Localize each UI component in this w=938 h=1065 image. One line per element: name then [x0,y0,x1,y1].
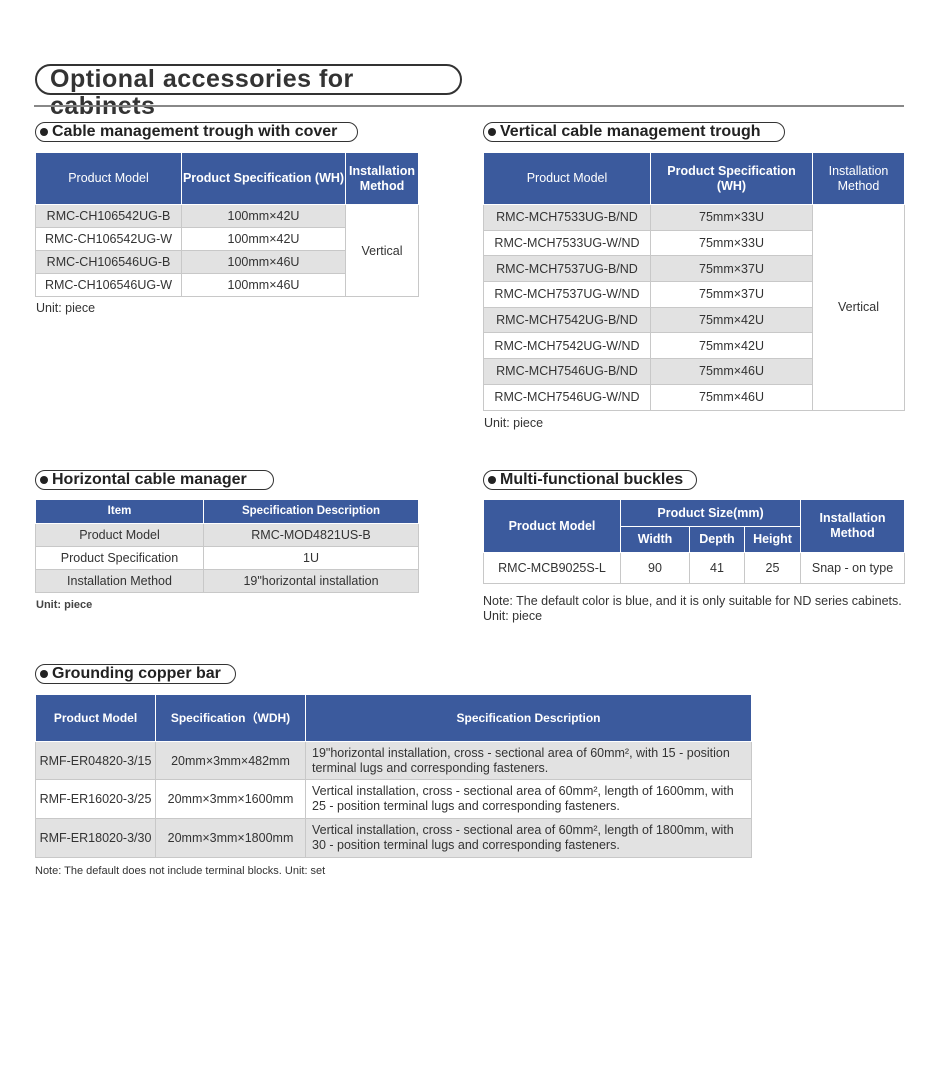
unit-note: Unit: piece [36,599,93,611]
spec-cell: 75mm×42U [650,306,813,334]
spec-cell: 20mm×3mm×1800mm [155,818,306,858]
table-row: RMF-ER04820-3/15 20mm×3mm×482mm 19"horizon… [35,741,752,780]
model-cell: RMC-CH106546UG-W [35,273,182,297]
model-cell: RMC-CH106546UG-B [35,250,182,274]
model-cell: RMF-ER04820-3/15 [35,741,156,780]
table-row: RMC-CH106542UG-B 100mm×42U Vertical [35,204,419,297]
table-row: RMC-MCH7542UG-B/ND 75mm×42U [483,306,905,334]
section-heading-buckles: Multi-functional buckles [483,470,697,490]
table-row: RMC-MCH7546UG-W/ND 75mm×46U [483,383,905,411]
model-cell: RMF-ER16020-3/25 [35,779,156,819]
model-cell: RMC-MCH7542UG-W/ND [483,332,651,360]
model-cell: RMC-CH106542UG-B [35,204,182,228]
section-heading-copper-bar: Grounding copper bar [35,664,236,684]
spec-cell: 75mm×37U [650,281,813,308]
vertical-trough-table: Product Model Product Specification (WH) I… [483,152,905,411]
desc-cell: Vertical installation, cross - sectional… [305,779,752,819]
spec-cell: 100mm×46U [181,273,346,297]
table-row: Installation Method 19"horizontal install… [35,569,419,593]
installation-cell: Vertical [345,204,419,297]
header-cell: Specification Description [305,694,752,742]
table-row: RMC-CH106546UG-W 100mm×46U [35,273,419,297]
section-heading-vertical-trough: Vertical cable management trough [483,122,785,142]
spec-cell: 75mm×33U [650,229,813,257]
value-cell: RMC-MOD4821US-B [203,523,419,547]
spec-cell: 75mm×42U [650,332,813,360]
header-cell: Product Model [35,152,182,205]
model-cell: RMC-MCH7546UG-B/ND [483,358,651,385]
header-cell: Product Model [483,152,651,205]
spec-cell: 75mm×33U [650,204,813,231]
header-cell: Height [743,526,802,553]
model-cell: RMC-MCH7546UG-W/ND [483,383,651,411]
header-cell: Product Size(mm) [619,499,802,527]
install-cell: Snap - on type [800,552,906,584]
header-cell: Product Model [483,499,621,553]
depth-cell: 41 [689,552,745,584]
height-cell: 25 [743,552,802,584]
unit-note: Unit: piece [36,301,96,315]
value-cell: 19"horizontal installation [203,569,419,593]
note: Note: The default color is blue, and it … [483,594,902,608]
table-row: Product Model RMC-MOD4821US-B [35,523,419,547]
copper-bar-table: Product Model Specification（WDH) Specifica… [35,694,752,858]
table-row: Product Specification 1U [35,546,419,570]
spec-cell: 20mm×3mm×482mm [155,741,306,780]
header-cell: Installation Method [812,152,905,205]
header-cell: Specification Description [203,499,419,524]
table-row: RMC-MCH7546UG-B/ND 75mm×46U [483,358,905,385]
spec-cell: 100mm×46U [181,250,346,274]
buckles-table: Product Model Product Size(mm) Installatio… [483,499,906,584]
model-cell: RMC-MCH7542UG-B/ND [483,306,651,334]
model-cell: RMF-ER18020-3/30 [35,818,156,858]
value-cell: 1U [203,546,419,570]
spec-cell: 100mm×42U [181,227,346,251]
table-row: RMC-MCH7542UG-W/ND 75mm×42U [483,332,905,360]
divider [34,105,904,107]
spec-cell: 75mm×46U [650,383,813,411]
horizontal-manager-table: Item Specification Description Product Mo… [35,499,419,593]
table-row: RMC-MCH7533UG-W/ND 75mm×33U [483,229,905,257]
model-cell: RMC-MCH7537UG-W/ND [483,281,651,308]
section-heading-cable-trough: Cable management trough with cover [35,122,358,142]
model-cell: RMC-MCH7537UG-B/ND [483,255,651,283]
header-cell: Product Specification (WH) [650,152,813,205]
header-cell: Width [620,526,690,553]
spec-cell: 100mm×42U [181,204,346,228]
table-row: RMC-MCB9025S-L 90 41 25 Snap - on type [483,552,906,584]
table-row: RMF-ER18020-3/30 20mm×3mm×1800mm Vertical … [35,818,752,858]
page-title: Optional accessories for cabinets [35,64,462,120]
item-cell: Product Model [35,523,204,547]
unit-note: Unit: piece [484,416,544,430]
desc-cell: 19"horizontal installation, cross - sect… [305,741,752,780]
header-cell: Product Model [35,694,156,742]
header-cell: Product Specification (WH) [181,152,346,205]
unit-note: Unit: piece [483,609,543,623]
desc-cell: Vertical installation, cross - sectional… [305,818,752,858]
item-cell: Product Specification [35,546,204,570]
spec-cell: 75mm×37U [650,255,813,283]
width-cell: 90 [620,552,690,584]
header-cell: Depth [689,526,745,553]
table-row: RMF-ER16020-3/25 20mm×3mm×1600mm Vertical … [35,779,752,819]
model-cell: RMC-MCB9025S-L [483,552,621,584]
note: Note: The default does not include termi… [35,865,326,877]
spec-cell: 20mm×3mm×1600mm [155,779,306,819]
table-row: RMC-CH106546UG-B 100mm×46U [35,250,419,274]
cable-trough-table: Product Model Product Specification (WH) I… [35,152,419,297]
installation-cell: Vertical [812,204,905,411]
table-row: RMC-MCH7533UG-B/ND 75mm×33U Vertical [483,204,905,411]
header-cell: Installation Method [800,499,906,553]
header-cell: Installation Method [345,152,419,205]
model-cell: RMC-MCH7533UG-B/ND [483,204,651,231]
header-cell: Specification（WDH) [155,694,306,742]
item-cell: Installation Method [35,569,204,593]
model-cell: RMC-MCH7533UG-W/ND [483,229,651,257]
section-heading-horizontal-manager: Horizontal cable manager [35,470,274,490]
model-cell: RMC-CH106542UG-W [35,227,182,251]
spec-cell: 75mm×46U [650,358,813,385]
header-cell: Item [35,499,204,524]
